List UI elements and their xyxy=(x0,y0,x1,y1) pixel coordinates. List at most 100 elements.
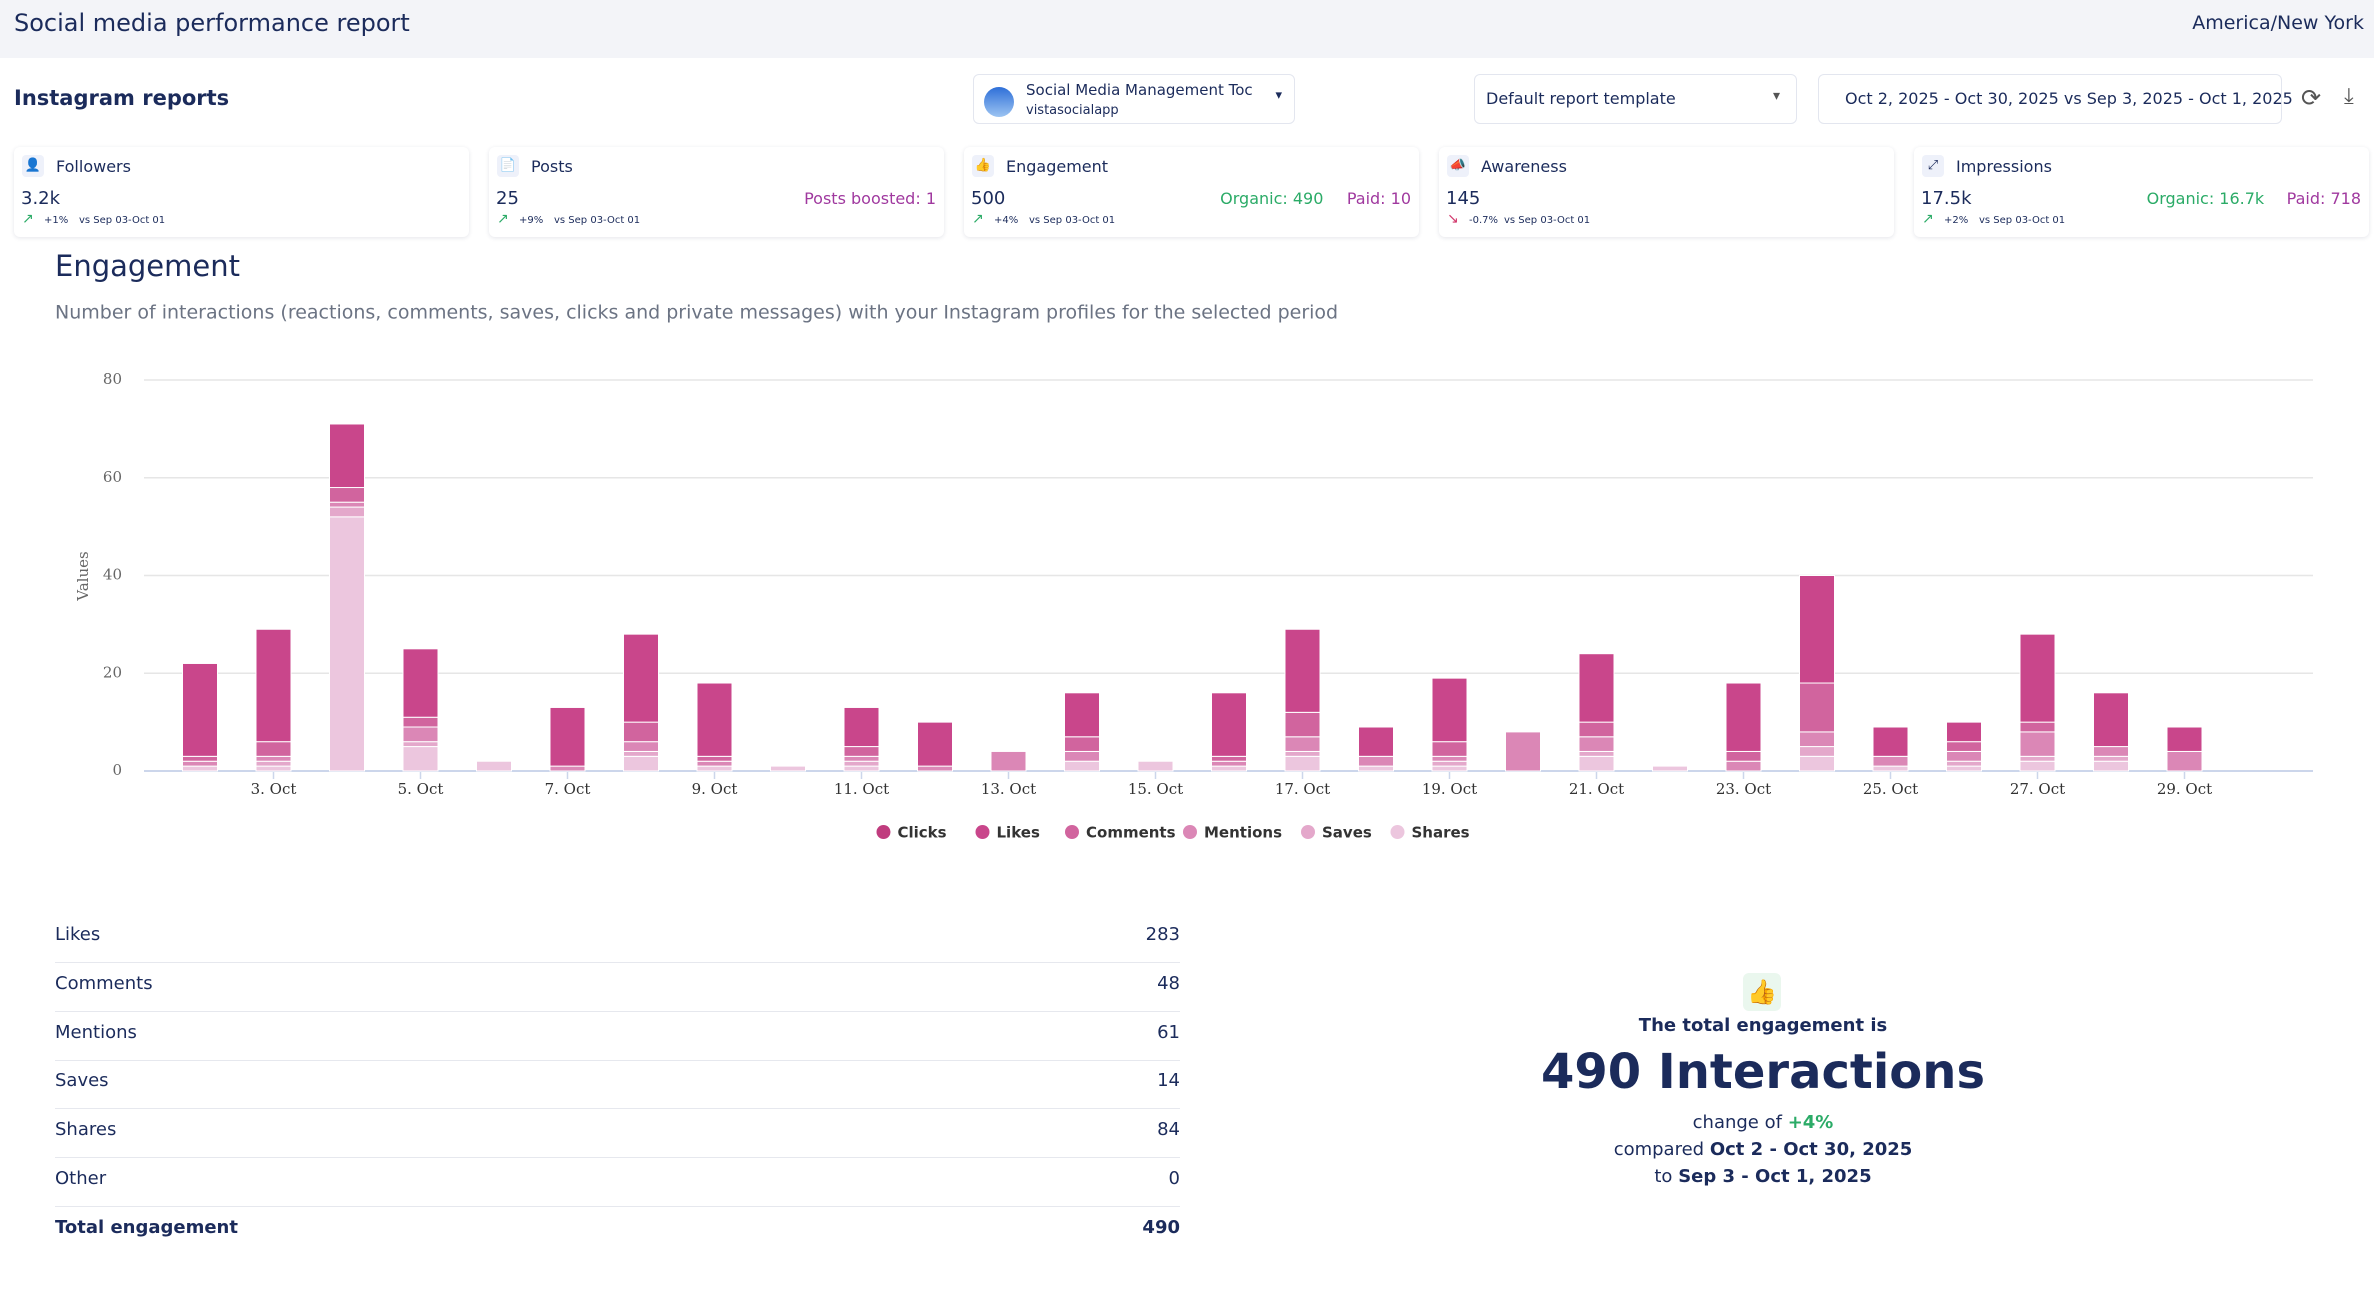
bar-segment xyxy=(476,760,512,772)
bar-segment xyxy=(2019,721,2056,733)
card-label: Posts xyxy=(531,157,573,176)
bar-segment xyxy=(843,706,880,748)
bar-segment xyxy=(1946,760,1982,767)
card-icon: ⤢ xyxy=(1922,155,1944,177)
bar-segment xyxy=(1211,692,1247,757)
date-range-text: Oct 2, 2025 - Oct 30, 2025 vs Sep 3, 202… xyxy=(1845,89,2293,108)
bar-segment xyxy=(329,501,365,508)
bar-segment xyxy=(623,721,659,743)
x-tick-label: 11. Oct xyxy=(834,780,889,798)
bar-segment xyxy=(1211,760,1247,767)
bar-segment xyxy=(1725,682,1762,752)
bar-segment xyxy=(1799,731,1835,748)
bar-segment xyxy=(1284,755,1321,772)
legend-label: Shares xyxy=(1412,824,1470,842)
kpi-card[interactable]: 👍 Engagement 500 ↗ +4% vs Sep 03-Oct 01 Paid: … xyxy=(964,147,1419,237)
bar-segment xyxy=(1946,741,1982,752)
bar-segment xyxy=(2166,726,2203,752)
kpi-card[interactable]: 📄 Posts 25 ↗ +9% vs Sep 03-Oct 01 Posts booste… xyxy=(489,147,944,237)
card-label: Engagement xyxy=(1006,157,1109,176)
bar-segment xyxy=(2019,633,2056,723)
row-label: Comments xyxy=(55,972,153,994)
x-tick-label: 23. Oct xyxy=(1716,780,1771,798)
row-divider xyxy=(55,1108,1180,1110)
card-change: +2% xyxy=(1944,215,1969,226)
bar-segment xyxy=(1505,731,1541,772)
legend-marker xyxy=(876,825,891,839)
bar-segment xyxy=(1799,682,1835,733)
x-tick-label: 9. Oct xyxy=(692,780,738,798)
kpi-card[interactable]: 📣 Awareness 145 ↘ -0.7% vs Sep 03-Oct 01 xyxy=(1439,147,1894,237)
bar-segment xyxy=(623,750,659,757)
refresh-button[interactable]: ⟳ xyxy=(2301,84,2322,112)
card-compare: vs Sep 03-Oct 01 xyxy=(554,215,641,226)
row-label: Shares xyxy=(55,1119,117,1141)
thumb-icon: 👍 xyxy=(1743,973,1781,1011)
change-value: +4% xyxy=(1787,1112,1834,1133)
card-value: 25 xyxy=(496,188,519,209)
bar-segment xyxy=(402,746,439,772)
timezone[interactable]: America/New York xyxy=(2192,12,2364,34)
x-tick-label: 21. Oct xyxy=(1569,780,1624,798)
x-tick-label: 29. Oct xyxy=(2157,780,2212,798)
bar-segment xyxy=(1431,765,1468,772)
period: Oct 2 - Oct 30, 2025 xyxy=(1709,1139,1913,1160)
legend-marker xyxy=(975,825,990,839)
summary-prior: to Sep 3 - Oct 1, 2025 xyxy=(1363,1166,2163,1187)
bar-segment xyxy=(1725,760,1762,772)
bar-segment xyxy=(1946,750,1982,762)
dropdown-caret: ▾ xyxy=(1772,88,1780,104)
bar-segment xyxy=(1872,765,1909,772)
bar-segment xyxy=(2019,760,2056,772)
row-divider xyxy=(55,1059,1180,1061)
bar-segment xyxy=(623,755,659,772)
bar-segment xyxy=(1652,765,1688,772)
change-prefix: change of xyxy=(1692,1112,1782,1133)
bar-segment xyxy=(182,765,218,772)
bar-segment xyxy=(623,633,659,723)
y-tick-label: 80 xyxy=(103,370,122,388)
x-tick-label: 5. Oct xyxy=(398,780,444,798)
bar-segment xyxy=(1064,760,1100,772)
bar-segment xyxy=(1431,755,1468,762)
bar-segment xyxy=(1211,765,1247,772)
bar-segment xyxy=(182,662,218,757)
bar-segment xyxy=(1431,760,1468,767)
x-tick-label: 19. Oct xyxy=(1422,780,1477,798)
bar-segment xyxy=(623,741,659,752)
account-select[interactable]: Social Media Management Toc vistasociala… xyxy=(973,74,1295,124)
card-change: +1% xyxy=(44,215,69,226)
bar-segment xyxy=(2093,760,2129,772)
bar-segment xyxy=(1578,721,1615,738)
bar-segment xyxy=(1578,653,1615,723)
bar-segment xyxy=(1872,755,1909,767)
bar-segment xyxy=(255,741,292,757)
trend-arrow: ↗ xyxy=(972,211,984,227)
row-divider xyxy=(55,1206,1180,1207)
template-select[interactable]: Default report template ▾ xyxy=(1474,74,1797,124)
bar-segment xyxy=(1284,736,1321,752)
card-label: Awareness xyxy=(1481,157,1567,176)
bar-segment xyxy=(402,716,439,728)
y-axis-label: Values xyxy=(74,551,92,601)
row-value: 48 xyxy=(1157,972,1180,994)
download-button[interactable]: ⤓ xyxy=(2344,84,2354,109)
card-extra: Organic: 16.7k xyxy=(2146,189,2265,208)
card-compare: vs Sep 03-Oct 01 xyxy=(1504,215,1591,226)
bar-segment xyxy=(329,506,365,518)
kpi-card[interactable]: ⤢ Impressions 17.5k ↗ +2% vs Sep 03-Oct 01 Pai… xyxy=(1914,147,2369,237)
bar-segment xyxy=(402,741,439,748)
row-divider xyxy=(55,1157,1180,1159)
bar-segment xyxy=(402,648,439,718)
kpi-card[interactable]: 👤 Followers 3.2k ↗ +1% vs Sep 03-Oct 01 xyxy=(14,147,469,237)
bar-segment xyxy=(1137,760,1174,772)
bar-segment xyxy=(1578,750,1615,757)
x-tick-label: 3. Oct xyxy=(251,780,297,798)
card-icon: 📄 xyxy=(497,155,519,177)
template-name: Default report template xyxy=(1486,89,1676,108)
bar-segment xyxy=(1578,755,1615,772)
card-label: Followers xyxy=(56,157,131,176)
date-range[interactable]: Oct 2, 2025 - Oct 30, 2025 vs Sep 3, 202… xyxy=(1818,74,2293,124)
to-label: to xyxy=(1654,1166,1673,1187)
row-value: 14 xyxy=(1157,1070,1180,1092)
